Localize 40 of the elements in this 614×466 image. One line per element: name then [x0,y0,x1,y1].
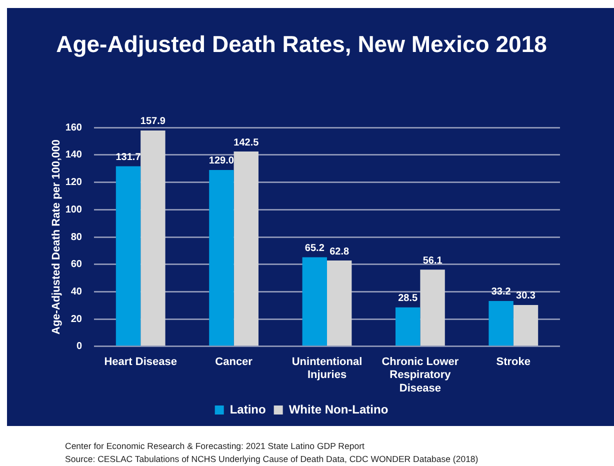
data-label: 28.5 [398,293,418,304]
data-label: 129.0 [208,156,234,167]
y-tick-label: 120 [65,177,82,188]
data-label: 142.5 [234,137,260,148]
x-tick-label: Chronic Lower Respiratory Disease [382,356,460,394]
bar [209,170,234,346]
x-tick-label: Cancer [215,356,254,368]
bar [396,307,420,346]
y-tick-label: 20 [70,314,82,325]
x-tick-label: Unintentional Injuries [292,356,362,382]
bar [513,304,538,346]
data-label: 30.3 [516,290,536,302]
y-tick-label: 80 [70,232,82,243]
bar [327,260,352,346]
data-label: 33.2 [491,286,512,298]
legend-label: White Non-Latino [288,402,388,416]
y-tick-label: 140 [65,150,82,161]
bar [488,301,514,346]
data-label: 65.2 [304,242,325,254]
x-tick-label: Stroke [496,356,531,368]
text: Center for Economic Research & Forecasting: 2021 State Latino GDP Report [65,440,366,453]
y-tick-label: 40 [70,286,82,298]
y-tick-label: 60 [70,259,82,270]
legend-label: Latino [230,402,266,416]
data-label: 131.7 [116,152,142,164]
bar [234,152,258,346]
y-tick-label: 100 [65,204,82,216]
bar [302,257,327,346]
source-note: Source: CESLAC Tabulations of NCHS Underlying Cause of Death Data, CDC WONDER Database (2018) [65,453,478,466]
data-label: 56.1 [422,255,443,266]
data-label: 157.9 [140,116,166,128]
bar [116,166,141,346]
y-tick-label: 160 [65,122,82,134]
bar [420,270,445,346]
y-axis-title: Age-Adjusted Death Rate per 100,000 [50,139,63,335]
bar [140,130,166,346]
y-tick-label: 0 [76,341,82,352]
chart-title: Age-Adjusted Death Rates, New Mexico 2018 [56,31,548,58]
data-label: 62.8 [330,246,350,258]
x-tick-label: Heart Disease [104,356,177,368]
